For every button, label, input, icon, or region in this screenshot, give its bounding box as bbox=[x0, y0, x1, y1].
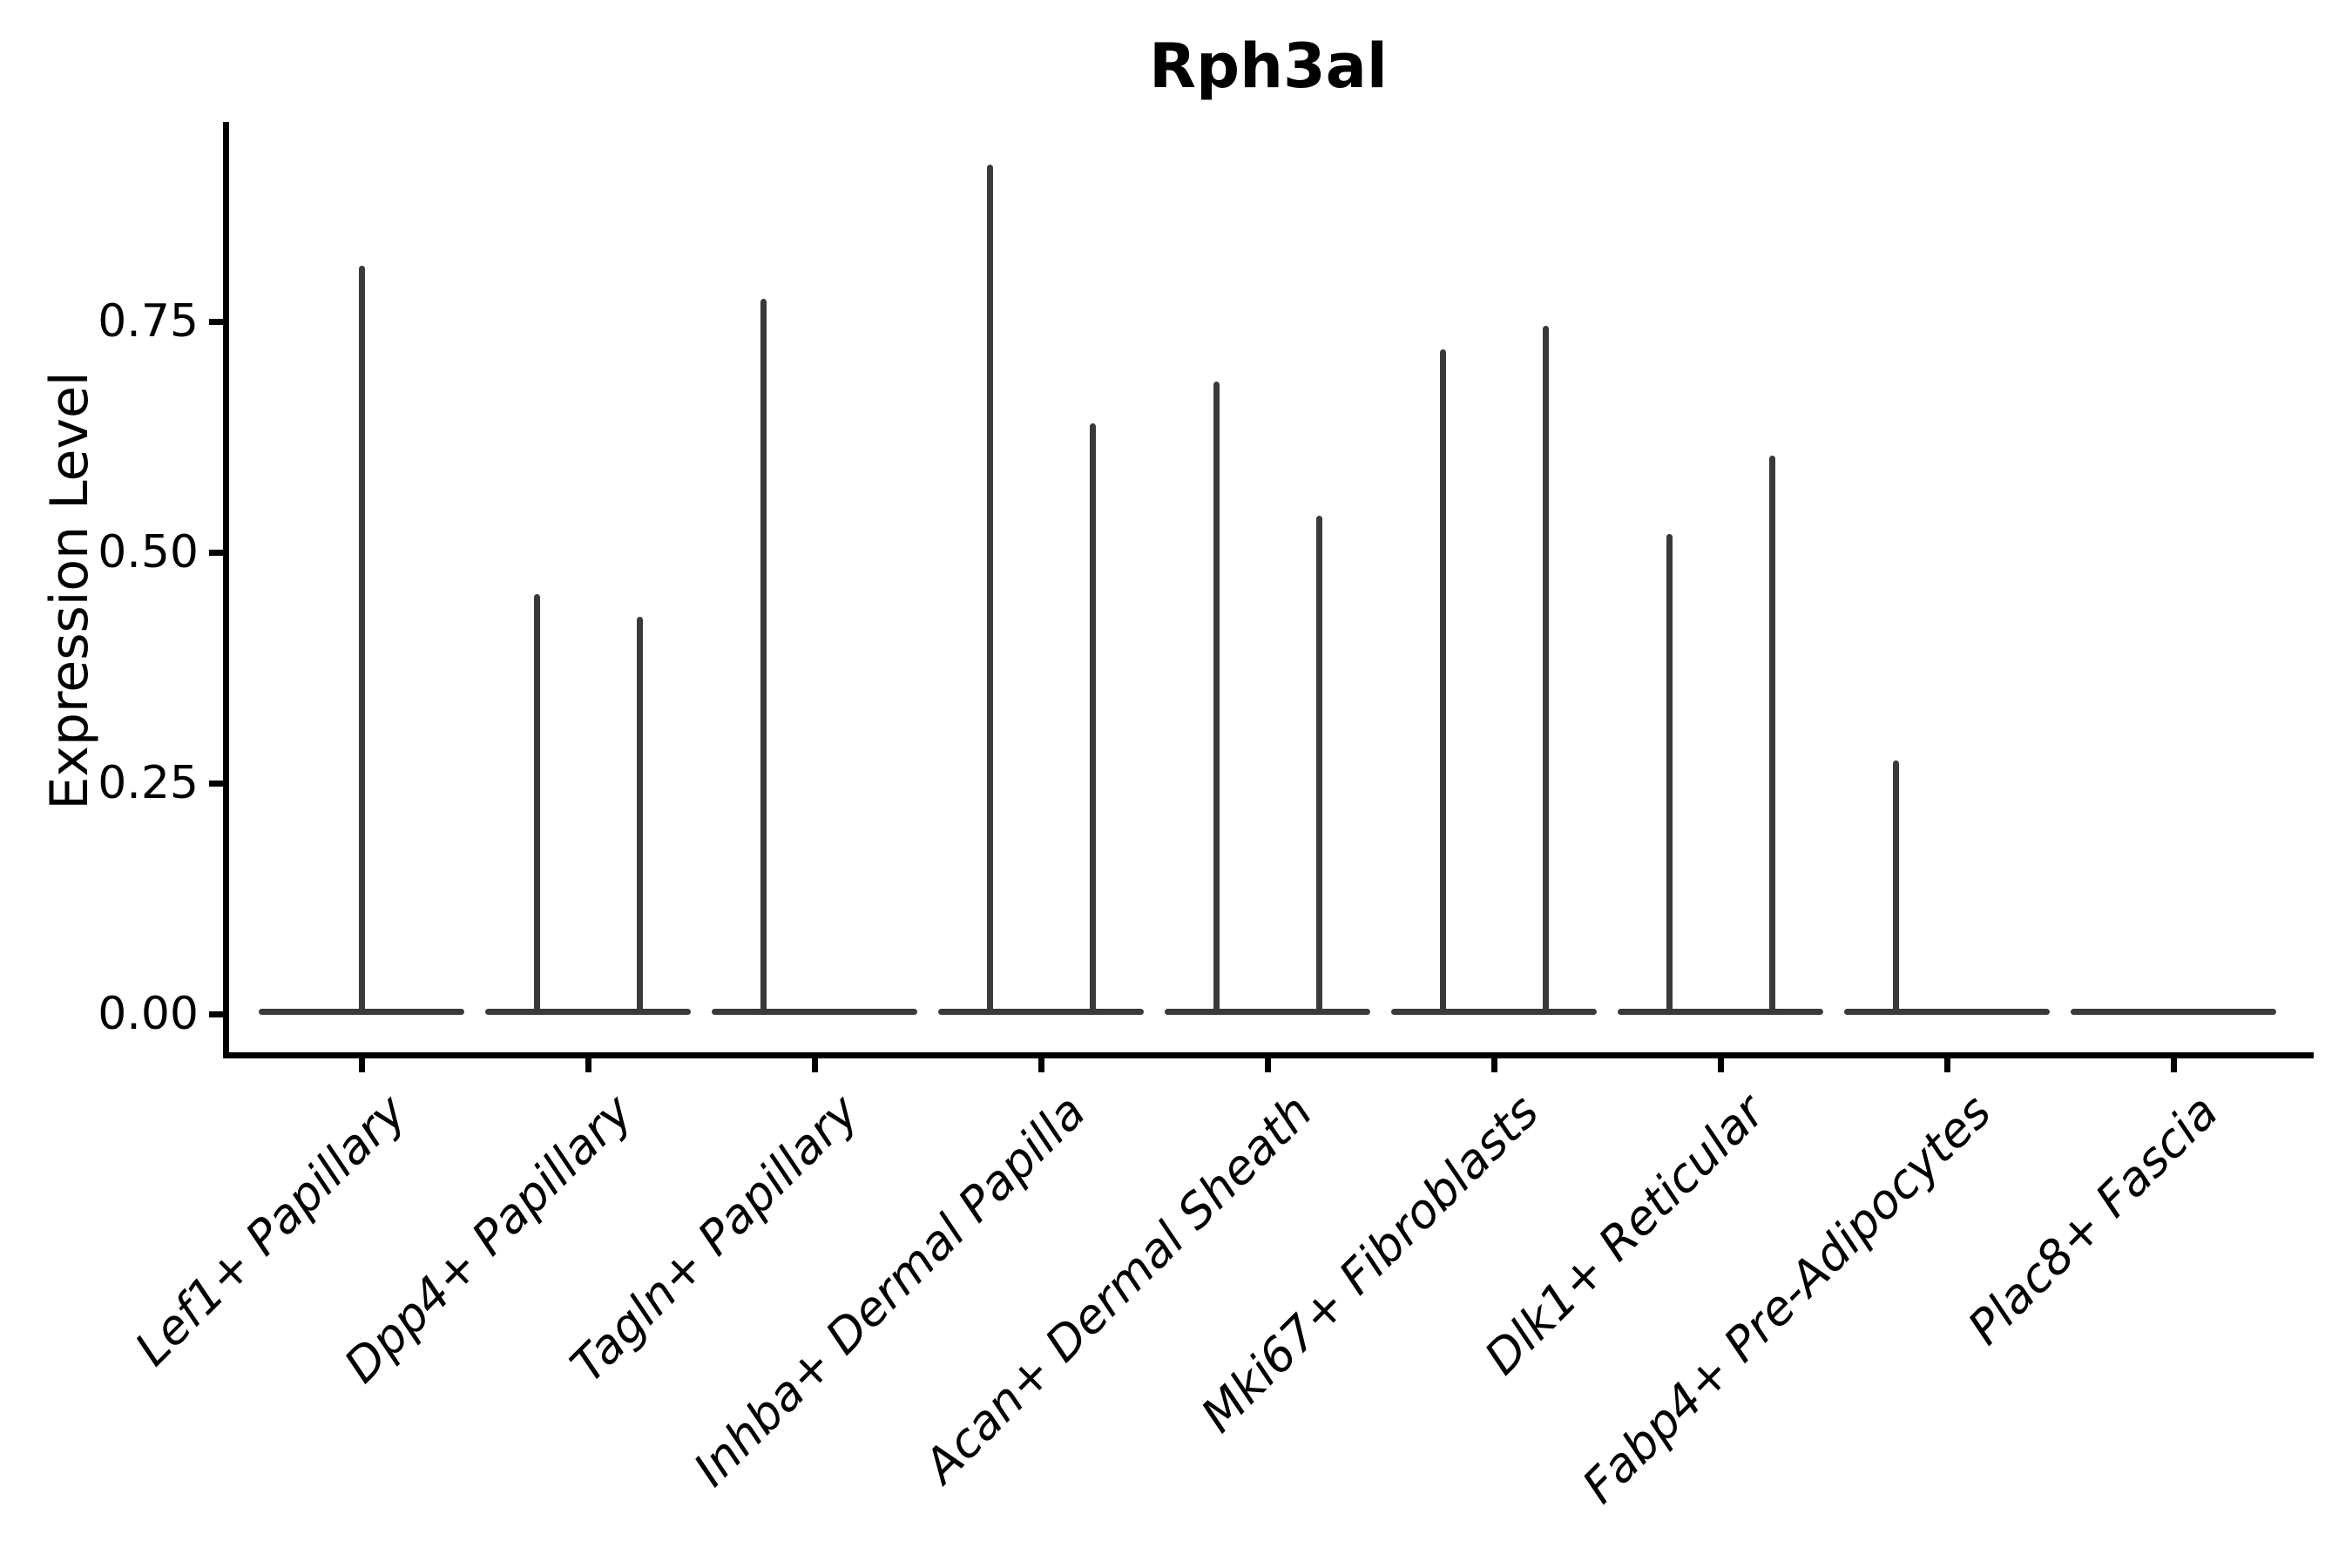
violin-spike bbox=[1089, 422, 1096, 1011]
violin-spike bbox=[358, 266, 365, 1011]
x-tick-mark bbox=[358, 1058, 365, 1072]
violin-base bbox=[259, 1008, 464, 1015]
violin-spike bbox=[986, 164, 993, 1011]
x-tick-label: Fabp4+ Pre-Adipocytes bbox=[1571, 1084, 2003, 1514]
violin-spike bbox=[533, 593, 540, 1011]
x-axis-spine bbox=[223, 1052, 2314, 1058]
y-axis-title-text: Expression Level bbox=[39, 371, 100, 810]
x-tick-mark bbox=[1264, 1058, 1271, 1072]
x-tick-mark bbox=[2170, 1058, 2177, 1072]
y-tick-label: 0.75 bbox=[98, 295, 199, 348]
y-tick-label: 0.00 bbox=[98, 988, 199, 1040]
violin-spike bbox=[1768, 455, 1775, 1011]
violin-spike bbox=[1213, 381, 1220, 1011]
x-tick-mark bbox=[1037, 1058, 1044, 1072]
chart-title: Rph3al bbox=[1149, 30, 1388, 102]
y-axis-spine bbox=[223, 122, 229, 1058]
violin-spike bbox=[1439, 348, 1446, 1011]
violin-spike bbox=[1892, 760, 1899, 1011]
x-tick-label: Inhba+ Dermal Papilla bbox=[683, 1084, 1097, 1497]
violin-base bbox=[2071, 1008, 2276, 1015]
x-tick-mark bbox=[585, 1058, 591, 1072]
violin-base bbox=[485, 1008, 691, 1015]
violin-spike bbox=[760, 298, 767, 1011]
y-tick-mark bbox=[209, 318, 223, 325]
violin-spike bbox=[636, 617, 643, 1011]
y-tick-mark bbox=[209, 780, 223, 787]
x-tick-label: Plac8+ Fascia bbox=[1957, 1084, 2229, 1355]
y-tick-mark bbox=[209, 549, 223, 556]
violin-spike bbox=[1666, 533, 1673, 1011]
y-tick-mark bbox=[209, 1010, 223, 1017]
x-tick-mark bbox=[811, 1058, 818, 1072]
violin-spike bbox=[1542, 326, 1549, 1011]
y-tick-label: 0.25 bbox=[98, 757, 199, 809]
x-tick-mark bbox=[1943, 1058, 1950, 1072]
x-tick-mark bbox=[1717, 1058, 1724, 1072]
violin-base bbox=[1618, 1008, 1823, 1015]
x-tick-label: Acan+ Dermal Sheath bbox=[913, 1084, 1323, 1494]
x-tick-mark bbox=[1490, 1058, 1497, 1072]
violin-spike bbox=[1315, 515, 1322, 1011]
violin-base bbox=[1165, 1008, 1370, 1015]
violin-base bbox=[712, 1008, 917, 1015]
violin-base bbox=[938, 1008, 1144, 1015]
y-tick-label: 0.50 bbox=[98, 526, 199, 578]
violin-base bbox=[1391, 1008, 1597, 1015]
violin-base bbox=[1844, 1008, 2050, 1015]
